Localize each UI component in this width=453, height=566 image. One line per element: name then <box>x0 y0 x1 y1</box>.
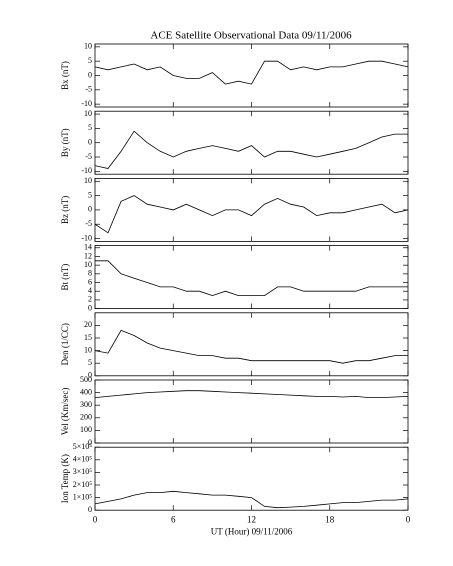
x-tick-label: 0 <box>406 514 411 524</box>
data-line <box>95 260 408 297</box>
y-tick-label: -10 <box>81 166 92 175</box>
y-tick-label: 2 <box>88 295 92 304</box>
y-axis-label: Vel (Km/sec) <box>60 388 70 436</box>
y-tick-label: -5 <box>85 219 92 228</box>
y-tick-label: 0 <box>88 70 92 79</box>
y-axis-label: Bt (nT) <box>60 264 70 291</box>
y-axis-label: Bx (nT) <box>60 61 70 90</box>
panel-frame <box>94 312 409 377</box>
y-tick-label: -5 <box>85 152 92 161</box>
data-line <box>94 130 408 169</box>
y-tick-label: 5 <box>88 123 92 132</box>
y-tick-label: 200 <box>80 413 92 422</box>
x-tick-label: 18 <box>325 514 335 524</box>
y-tick-label: 100 <box>80 425 92 434</box>
x-tick-label: 0 <box>93 514 98 524</box>
y-tick-label: 2×10⁵ <box>73 480 93 489</box>
panel-frame <box>94 446 409 511</box>
x-tick-label: 6 <box>171 514 176 524</box>
y-tick-label: 0 <box>88 205 92 214</box>
x-axis-label: UT (Hour) 09/11/2006 <box>211 526 293 536</box>
data-line <box>94 60 409 85</box>
y-tick-label: 10 <box>84 109 92 118</box>
panel-frame <box>94 379 409 444</box>
y-tick-label: 0 <box>88 138 92 147</box>
chart-title: ACE Satellite Observational Data 09/11/2… <box>150 30 352 42</box>
x-tick-label: 12 <box>247 514 256 524</box>
y-tick-label: 10 <box>84 42 92 51</box>
y-tick-label: 5×10⁵ <box>73 442 93 451</box>
y-tick-label: 5 <box>88 358 92 367</box>
y-tick-label: 20 <box>84 320 92 329</box>
y-tick-label: 8 <box>88 269 92 278</box>
y-tick-label: 500 <box>80 375 92 384</box>
data-line <box>94 195 409 234</box>
y-tick-label: 300 <box>80 400 92 409</box>
data-line <box>94 390 409 398</box>
y-tick-label: 3×10⁵ <box>73 467 93 476</box>
y-tick-label: -5 <box>85 85 92 94</box>
y-tick-label: 6 <box>88 277 92 286</box>
y-tick-label: 4 <box>88 286 92 295</box>
y-tick-label: 5 <box>88 190 92 199</box>
y-tick-label: 10 <box>84 260 92 269</box>
y-tick-label: 10 <box>84 345 92 354</box>
panel-frame <box>94 110 409 175</box>
y-tick-label: 400 <box>80 387 92 396</box>
panel-frame <box>94 177 409 242</box>
y-tick-label: 14 <box>84 243 92 252</box>
y-axis-label: Den (1/CC) <box>60 323 70 365</box>
y-tick-label: 0 <box>88 505 92 514</box>
y-tick-label: 10 <box>84 176 92 185</box>
y-tick-label: -10 <box>81 233 92 242</box>
panel-frame <box>94 43 409 108</box>
y-axis-label: Bz (nT) <box>60 196 70 224</box>
y-tick-label: 0 <box>88 303 92 312</box>
y-axis-label: Ion Temp (K) <box>60 454 70 503</box>
y-tick-label: 5 <box>88 56 92 65</box>
y-axis-label: By (nT) <box>60 128 70 157</box>
y-tick-label: -10 <box>81 99 92 108</box>
y-tick-label: 12 <box>84 251 92 260</box>
data-line <box>94 490 409 509</box>
y-tick-label: 4×10⁵ <box>73 455 93 464</box>
y-tick-label: 0 <box>88 371 92 380</box>
y-tick-label: 0 <box>88 438 92 447</box>
data-line <box>94 329 408 364</box>
panel-frame <box>94 245 409 310</box>
y-tick-label: 1×10⁵ <box>73 492 93 501</box>
y-tick-label: 15 <box>84 333 92 342</box>
